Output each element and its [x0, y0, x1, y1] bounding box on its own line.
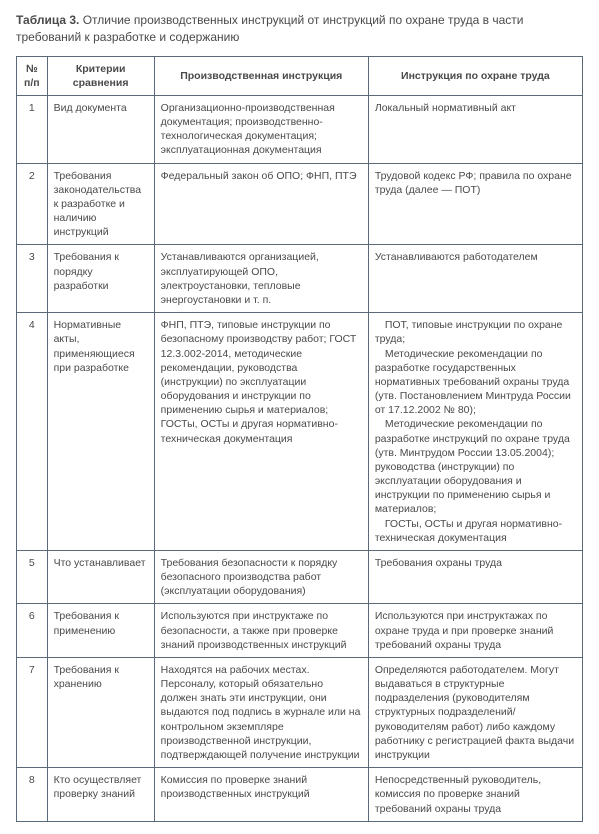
caption-bold: Таблица 3. — [16, 13, 79, 27]
cell-safety-para: ГОСТы, ОСТы и другая нормативно-техничес… — [375, 517, 576, 545]
cell-safety-para: Методические рекомендации по разработке … — [375, 347, 576, 418]
cell-num: 7 — [17, 657, 48, 767]
table-row: 3Требования к порядку разработкиУстанавл… — [17, 245, 583, 313]
table-row: 2Требования законодательства к разработк… — [17, 163, 583, 245]
cell-safety-para: Методические рекомендации по разработке … — [375, 417, 576, 516]
cell-prod: Комиссия по проверке знаний производстве… — [154, 768, 368, 822]
table-row: 8Кто осуществляет проверку знанийКомисси… — [17, 768, 583, 822]
table-row: 6Требования к применениюИспользуются при… — [17, 604, 583, 658]
cell-safety: Непосредственный руководитель, комиссия … — [368, 768, 582, 822]
cell-safety: Трудовой кодекс РФ; правила по охране тр… — [368, 163, 582, 245]
cell-num: 1 — [17, 95, 48, 163]
cell-num: 6 — [17, 604, 48, 658]
cell-safety: Используются при инструктажах по охране … — [368, 604, 582, 658]
cell-safety-para: ПОТ, типовые инструкции по охране труда; — [375, 318, 576, 346]
table-row: 1Вид документаОрганизационно-производств… — [17, 95, 583, 163]
cell-num: 5 — [17, 550, 48, 604]
cell-safety: Требования охраны труда — [368, 550, 582, 604]
cell-safety: Устанавливаются работодателем — [368, 245, 582, 313]
cell-prod: Устанавливаются организацией, эксплуатир… — [154, 245, 368, 313]
cell-criteria: Требования к хранению — [47, 657, 154, 767]
cell-safety: Локальный нормативный акт — [368, 95, 582, 163]
header-criteria: Критерии сравнения — [47, 56, 154, 95]
table-row: 5Что устанавливаетТребования безопасност… — [17, 550, 583, 604]
table-body: 1Вид документаОрганизационно-производств… — [17, 95, 583, 821]
cell-criteria: Требования к порядку разработки — [47, 245, 154, 313]
comparison-table: № п/п Критерии сравнения Производственна… — [16, 56, 583, 822]
cell-prod: Используются при инструктаже по безопасн… — [154, 604, 368, 658]
cell-criteria: Требования к применению — [47, 604, 154, 658]
cell-safety: Определяются работодателем. Могут выдава… — [368, 657, 582, 767]
cell-prod: Организационно-производственная документ… — [154, 95, 368, 163]
cell-prod: Федеральный закон об ОПО; ФНП, ПТЭ — [154, 163, 368, 245]
table-header-row: № п/п Критерии сравнения Производственна… — [17, 56, 583, 95]
table-row: 7Требования к хранениюНаходятся на рабоч… — [17, 657, 583, 767]
cell-criteria: Что устанавливает — [47, 550, 154, 604]
table-caption: Таблица 3. Отличие производственных инст… — [16, 12, 583, 46]
header-safety: Инструкция по охране труда — [368, 56, 582, 95]
caption-text: Отличие производственных инструкций от и… — [16, 13, 523, 44]
cell-prod: Требования безопасности к порядку безопа… — [154, 550, 368, 604]
header-num: № п/п — [17, 56, 48, 95]
cell-safety: ПОТ, типовые инструкции по охране труда;… — [368, 313, 582, 551]
header-prod: Производственная инструкция — [154, 56, 368, 95]
cell-criteria: Кто осуществляет проверку знаний — [47, 768, 154, 822]
cell-prod: Находятся на рабочих местах. Персоналу, … — [154, 657, 368, 767]
cell-num: 2 — [17, 163, 48, 245]
cell-num: 4 — [17, 313, 48, 551]
cell-num: 3 — [17, 245, 48, 313]
cell-criteria: Требования законодательства к разработке… — [47, 163, 154, 245]
cell-num: 8 — [17, 768, 48, 822]
cell-criteria: Нормативные акты, применяющиеся при разр… — [47, 313, 154, 551]
table-row: 4Нормативные акты, применяющиеся при раз… — [17, 313, 583, 551]
cell-prod: ФНП, ПТЭ, типовые инструкции по безопасн… — [154, 313, 368, 551]
cell-criteria: Вид документа — [47, 95, 154, 163]
